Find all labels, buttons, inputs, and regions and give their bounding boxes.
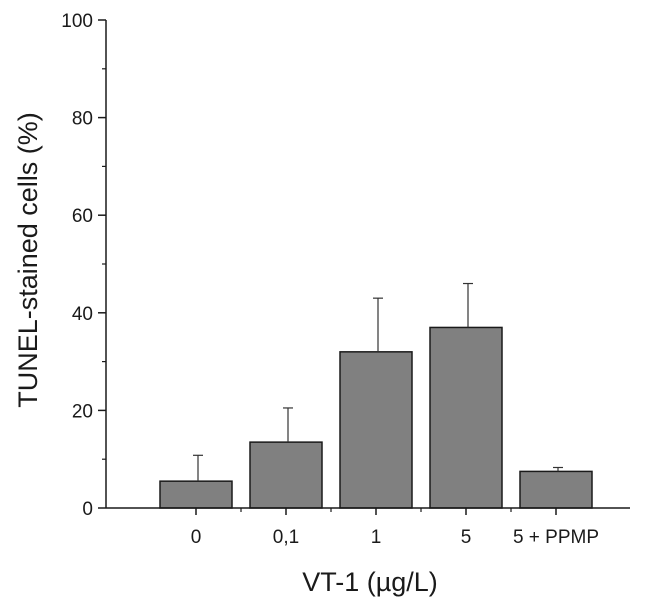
x-tick-label-4: 5 + PPMP (513, 527, 599, 548)
x-axis-label: VT-1 (µg/L) (302, 567, 438, 597)
bar-3 (429, 326, 503, 509)
error-bar-2 (373, 297, 383, 352)
bars-group (159, 326, 593, 509)
bar-4 (519, 470, 593, 509)
x-tick-label-0: 0 (191, 527, 202, 548)
error-bar-4 (553, 466, 563, 472)
y-tick-label-0: 0 (82, 499, 93, 520)
y-ticks-group: 0 20 40 60 80 100 (61, 11, 106, 520)
error-bar-0 (193, 454, 203, 482)
y-tick-label-5: 100 (61, 11, 93, 32)
x-ticks-group: 0 0,1 1 5 5 + PPMP (191, 508, 599, 548)
bar-2 (339, 351, 413, 509)
y-axis-label: TUNEL-stained cells (%) (13, 112, 43, 408)
y-tick-label-3: 60 (72, 206, 93, 227)
y-tick-label-1: 20 (72, 401, 93, 422)
error-bar-1 (283, 407, 293, 443)
y-tick-label-2: 40 (72, 304, 93, 325)
x-tick-label-3: 5 (461, 527, 472, 548)
error-bars-group (193, 282, 563, 482)
y-tick-label-4: 80 (72, 109, 93, 130)
x-tick-label-1: 0,1 (273, 527, 299, 548)
bar-0 (159, 480, 233, 509)
bar-1 (249, 441, 323, 509)
x-tick-label-2: 1 (371, 527, 382, 548)
error-bar-3 (463, 282, 473, 328)
